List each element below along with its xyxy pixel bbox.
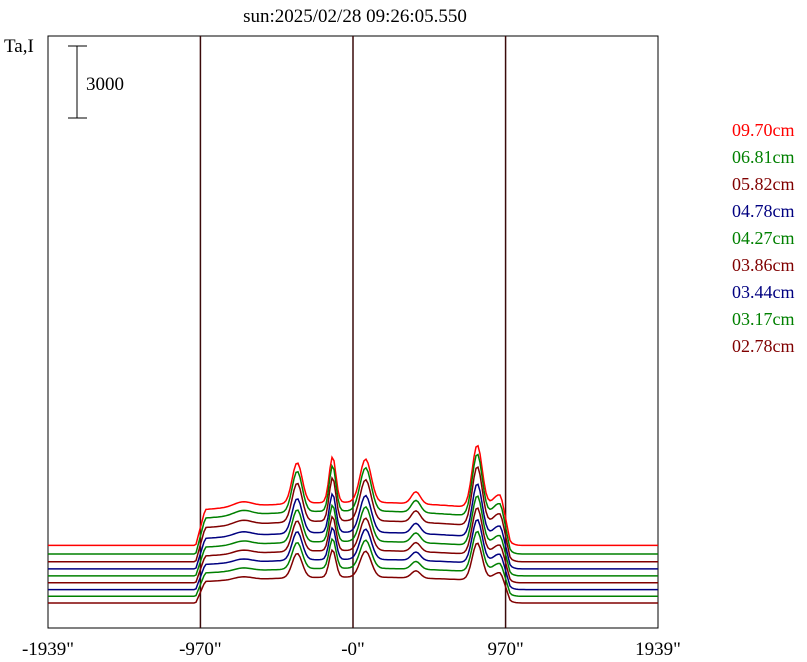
- scale-bar-label: 3000: [86, 74, 124, 95]
- series-line: [48, 465, 658, 563]
- legend-entry: 04.27cm: [732, 228, 795, 248]
- x-tick-label: -970": [179, 639, 222, 660]
- legend-entry: 03.44cm: [732, 282, 795, 302]
- legend-entry: 03.86cm: [732, 255, 795, 275]
- legend-entry: 03.17cm: [732, 309, 795, 329]
- x-tick-label: -0": [341, 639, 365, 660]
- x-tick-label: 970": [487, 639, 523, 660]
- series-line: [48, 444, 658, 547]
- series-line: [48, 530, 658, 598]
- x-tick-label: -1939": [22, 639, 74, 660]
- legend-entry: 09.70cm: [732, 120, 795, 140]
- x-tick-label: 1939": [635, 639, 681, 660]
- legend-entry: 06.81cm: [732, 147, 795, 167]
- chart-title: sun:2025/02/28 09:26:05.550: [243, 6, 467, 27]
- scale-bar: 3000: [68, 45, 124, 119]
- legend: 09.70cm 06.81cm 05.82cm 04.78cm 04.27cm 03.86…: [732, 120, 795, 356]
- legend-entry: 02.78cm: [732, 336, 795, 356]
- series-line: [48, 518, 658, 591]
- legend-entry: 05.82cm: [732, 174, 795, 194]
- x-tick-labels: -1939" -970" -0" 970" 1939": [22, 639, 681, 660]
- y-axis-label: Ta,I: [4, 36, 34, 57]
- series-line: [48, 453, 658, 555]
- series-line: [48, 507, 658, 584]
- series-lines: [48, 444, 658, 604]
- legend-entry: 04.78cm: [732, 201, 795, 221]
- series-line: [48, 542, 658, 604]
- series-line: [48, 495, 658, 577]
- series-line: [48, 483, 658, 570]
